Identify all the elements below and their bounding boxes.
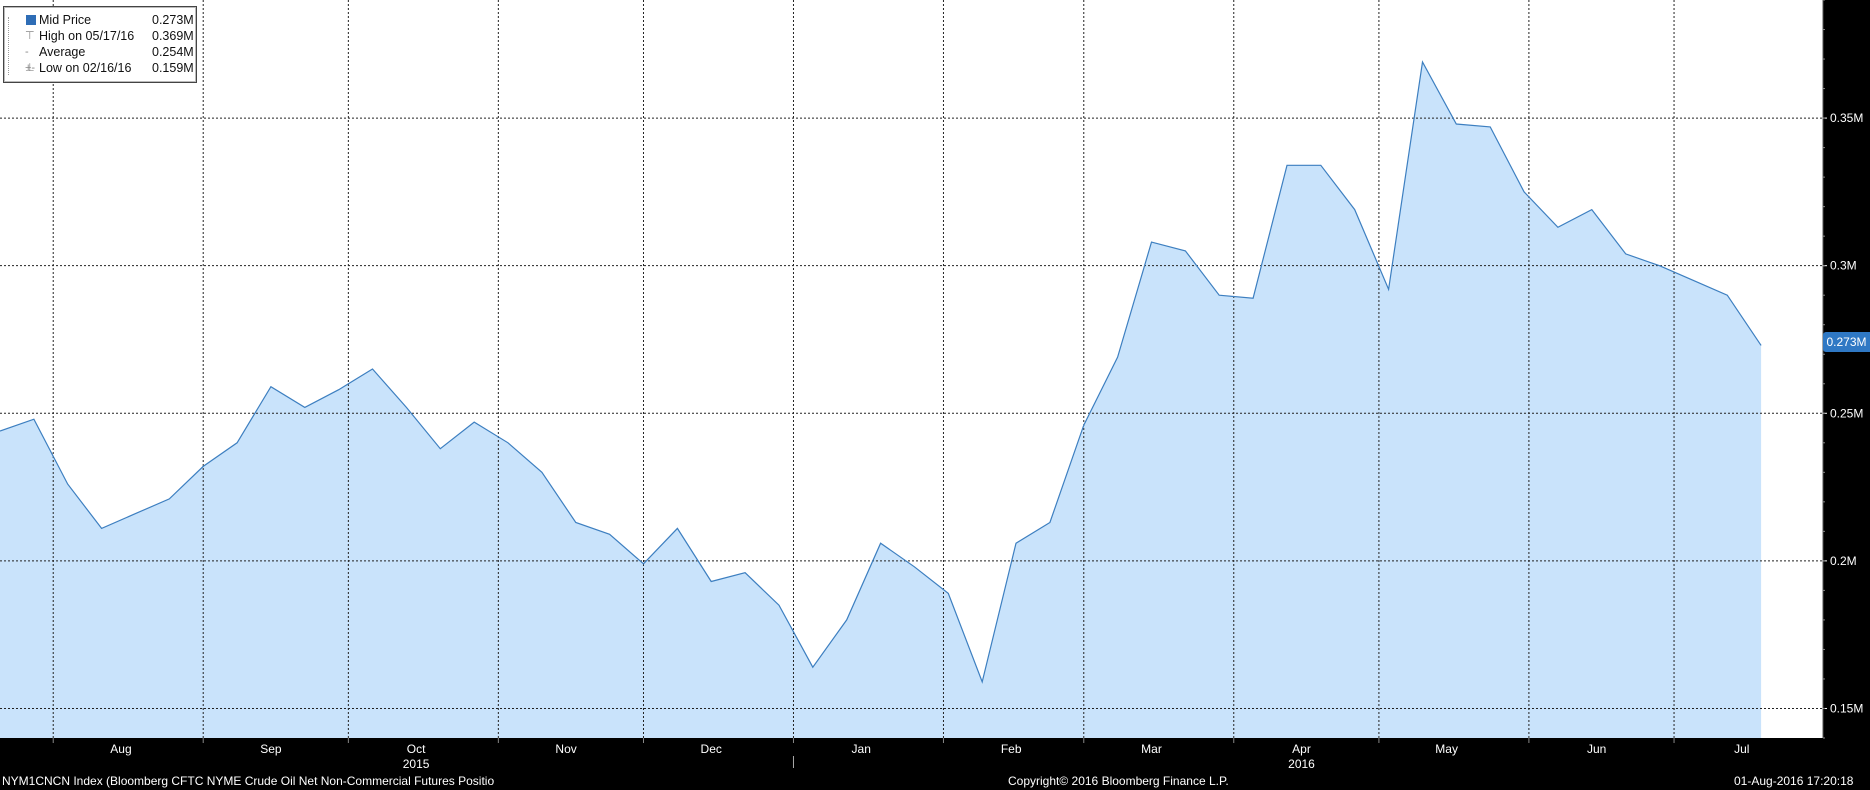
x-tick-label: May bbox=[1435, 742, 1458, 756]
high-marker-icon: ⊤ bbox=[25, 30, 35, 42]
legend-value: 0.254M bbox=[152, 45, 194, 59]
y-tick-label: 0.2M bbox=[1830, 554, 1857, 568]
x-tick-label: Sep bbox=[260, 742, 282, 756]
footer-ticker-description: NYM1CNCN Index (Bloomberg CFTC NYME Crud… bbox=[2, 774, 495, 788]
x-tick-label: Feb bbox=[1001, 742, 1022, 756]
footer-bar: NYM1CNCN Index (Bloomberg CFTC NYME Crud… bbox=[0, 768, 1870, 790]
series-line-mid-price bbox=[0, 60, 1762, 684]
legend-value: 0.159M bbox=[152, 61, 194, 75]
legend-label: Average bbox=[39, 45, 86, 59]
legend-value: 0.273M bbox=[152, 13, 194, 27]
x-tick-label: Nov bbox=[555, 742, 576, 756]
footer-timestamp: 01-Aug-2016 17:20:18 bbox=[1734, 774, 1854, 788]
series-swatch-icon bbox=[26, 15, 36, 25]
legend-label: High on 05/17/16 bbox=[39, 29, 135, 43]
legend-tree-line bbox=[8, 17, 10, 75]
average-marker-icon: -+- bbox=[25, 46, 36, 74]
legend-label: Low on 02/16/16 bbox=[39, 61, 132, 75]
y-tick-label: 0.3M bbox=[1830, 259, 1857, 273]
y-tick-label: 0.15M bbox=[1830, 701, 1863, 715]
legend-label: Mid Price bbox=[39, 13, 92, 27]
legend-box[interactable]: Mid Price 0.273M ⊤ High on 05/17/16 0.36… bbox=[3, 6, 197, 83]
last-value-badge: 0.273M bbox=[1823, 332, 1870, 352]
footer-copyright: Copyright© 2016 Bloomberg Finance L.P. bbox=[1008, 774, 1229, 788]
x-tick-label: Aug bbox=[110, 742, 131, 756]
x-tick-label: Oct bbox=[407, 742, 426, 756]
legend-value: 0.369M bbox=[152, 29, 194, 43]
x-year-label: 2016 bbox=[1288, 757, 1315, 771]
x-tick-label: Apr bbox=[1292, 742, 1311, 756]
series-area-mid-price bbox=[0, 62, 1762, 738]
x-tick-label: Mar bbox=[1141, 742, 1162, 756]
low-marker-icon: ⊥ bbox=[25, 62, 35, 74]
x-tick-label: Dec bbox=[701, 742, 722, 756]
x-year-label: 2015 bbox=[403, 757, 430, 771]
y-tick-label: 0.35M bbox=[1830, 111, 1863, 125]
x-tick-label: Jul bbox=[1734, 742, 1749, 756]
x-tick-label: Jan bbox=[852, 742, 871, 756]
y-tick-label: 0.25M bbox=[1830, 406, 1863, 420]
x-tick-label: Jun bbox=[1587, 742, 1606, 756]
